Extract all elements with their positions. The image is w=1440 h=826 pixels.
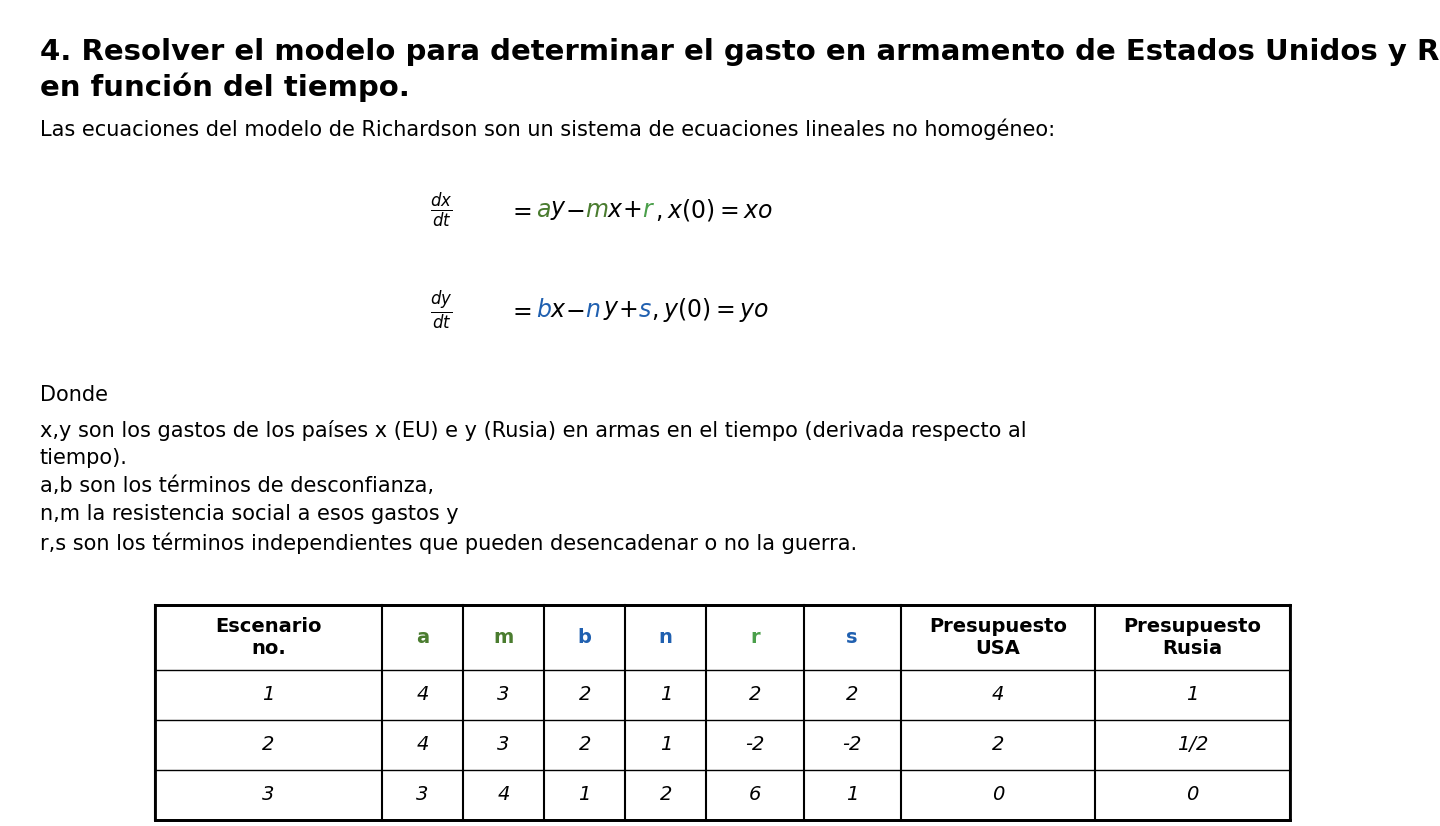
Text: $r$: $r$ [642,198,655,222]
Text: a,b son los términos de desconfianza,: a,b son los términos de desconfianza, [40,476,433,496]
Text: $s$: $s$ [638,298,652,322]
Text: $x$: $x$ [550,298,567,322]
Text: 6: 6 [749,786,762,805]
Text: $y$: $y$ [550,198,567,222]
Text: 1: 1 [1187,686,1200,705]
Text: 4: 4 [416,735,429,754]
Text: 2: 2 [992,735,1004,754]
Text: m: m [494,628,514,647]
Text: $\frac{dy}{dt}$: $\frac{dy}{dt}$ [431,288,452,331]
Text: $y$: $y$ [603,298,619,322]
Text: 1: 1 [847,786,858,805]
Text: 1/2: 1/2 [1176,735,1208,754]
Text: 2: 2 [262,735,275,754]
Text: -2: -2 [842,735,863,754]
Text: $m$: $m$ [585,198,609,222]
Text: 0: 0 [1187,786,1200,805]
Text: 4: 4 [497,786,510,805]
Text: $-$: $-$ [564,298,585,322]
Text: 1: 1 [660,686,672,705]
Text: 2: 2 [579,735,590,754]
Text: $=$: $=$ [508,298,531,322]
Text: 2: 2 [847,686,858,705]
Text: $+$: $+$ [618,298,638,322]
Text: 3: 3 [497,686,510,705]
Text: $, x(0) = xo$: $, x(0) = xo$ [655,197,773,223]
Text: tiempo).: tiempo). [40,448,128,468]
Text: Donde: Donde [40,385,108,405]
Text: Presupuesto
USA: Presupuesto USA [929,617,1067,658]
Text: 4: 4 [992,686,1004,705]
Text: 1: 1 [660,735,672,754]
Text: 4. Resolver el modelo para determinar el gasto en armamento de Estados Unidos y : 4. Resolver el modelo para determinar el… [40,38,1440,66]
Text: a: a [416,628,429,647]
Text: n: n [660,628,672,647]
Text: $, y(0) = yo$: $, y(0) = yo$ [651,296,769,324]
Text: 4: 4 [416,686,429,705]
Text: x,y son los gastos de los países x (EU) e y (Rusia) en armas en el tiempo (deriv: x,y son los gastos de los países x (EU) … [40,420,1027,441]
Text: 0: 0 [992,786,1004,805]
Text: $b$: $b$ [536,298,552,322]
Text: 2: 2 [749,686,762,705]
Text: 1: 1 [262,686,275,705]
Text: Las ecuaciones del modelo de Richardson son un sistema de ecuaciones lineales no: Las ecuaciones del modelo de Richardson … [40,118,1056,140]
Bar [156,605,1290,820]
Text: $n$: $n$ [585,298,600,322]
Text: $-$: $-$ [564,198,585,222]
Text: n,m la resistencia social a esos gastos y: n,m la resistencia social a esos gastos … [40,504,458,524]
Text: 1: 1 [579,786,590,805]
Text: 2: 2 [579,686,590,705]
Text: $+$: $+$ [622,198,641,222]
Text: s: s [847,628,858,647]
Text: -2: -2 [746,735,765,754]
Text: en función del tiempo.: en función del tiempo. [40,72,410,102]
Text: $=$: $=$ [508,198,531,222]
Text: $a$: $a$ [536,198,552,222]
Text: r,s son los términos independientes que pueden desencadenar o no la guerra.: r,s son los términos independientes que … [40,532,857,553]
Text: Presupuesto
Rusia: Presupuesto Rusia [1123,617,1261,658]
Text: $\frac{dx}{dt}$: $\frac{dx}{dt}$ [431,190,452,230]
Text: 3: 3 [497,735,510,754]
Text: 3: 3 [262,786,275,805]
Text: Escenario
no.: Escenario no. [215,617,321,658]
Text: $x$: $x$ [608,198,624,222]
Text: b: b [577,628,592,647]
Text: 3: 3 [416,786,429,805]
Text: r: r [750,628,760,647]
Text: 2: 2 [660,786,672,805]
